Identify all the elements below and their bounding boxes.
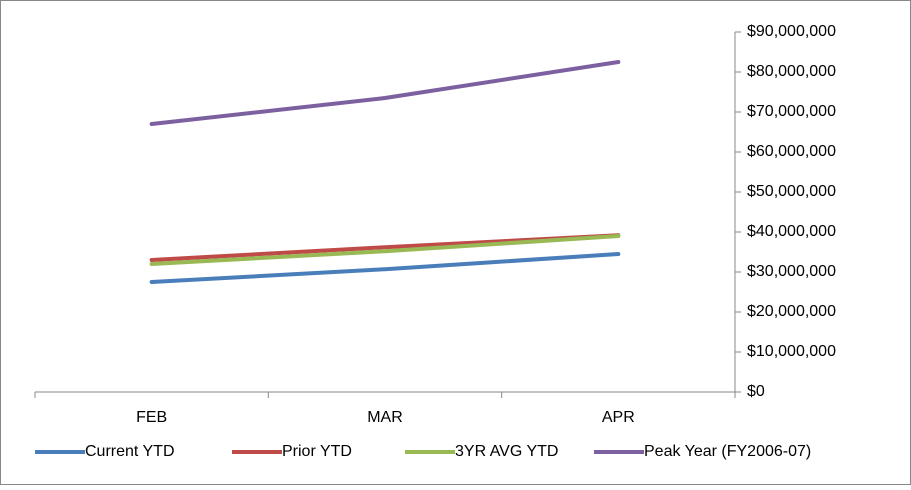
y-tick-label: $30,000,000 (747, 263, 836, 280)
y-tick-label: $40,000,000 (747, 223, 836, 240)
y-tick-label: $10,000,000 (747, 343, 836, 360)
y-tick-label: $90,000,000 (747, 23, 836, 40)
y-tick-label: $70,000,000 (747, 103, 836, 120)
y-tick-label: $80,000,000 (747, 63, 836, 80)
x-tick-label: FEB (136, 409, 167, 426)
y-tick-label: $50,000,000 (747, 183, 836, 200)
series-line (149, 60, 621, 126)
legend-label: Prior YTD (282, 443, 352, 460)
legend-label: Current YTD (85, 443, 175, 460)
legend-label: 3YR AVG YTD (455, 443, 558, 460)
series-line (149, 252, 621, 284)
legend-label: Peak Year (FY2006-07) (644, 443, 811, 460)
y-tick-label: $60,000,000 (747, 143, 836, 160)
x-tick-label: APR (602, 409, 635, 426)
series-line (149, 234, 621, 266)
x-tick-label: MAR (367, 409, 403, 426)
y-tick-label: $20,000,000 (747, 303, 836, 320)
y-tick-label: $0 (747, 383, 765, 400)
